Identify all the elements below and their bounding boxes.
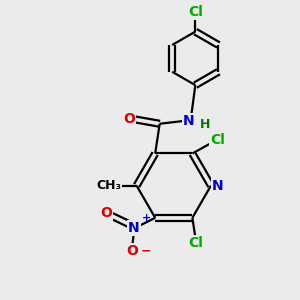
Text: H: H xyxy=(200,118,210,131)
Text: Cl: Cl xyxy=(188,236,203,250)
Text: N: N xyxy=(183,114,194,128)
Text: +: + xyxy=(142,213,152,223)
Text: Cl: Cl xyxy=(210,133,225,147)
Text: CH₃: CH₃ xyxy=(96,179,121,192)
Text: O: O xyxy=(123,112,135,126)
Text: O: O xyxy=(126,244,138,258)
Text: O: O xyxy=(100,206,112,220)
Text: Cl: Cl xyxy=(188,5,203,19)
Text: −: − xyxy=(141,245,151,258)
Text: N: N xyxy=(212,179,223,193)
Text: N: N xyxy=(128,221,140,235)
